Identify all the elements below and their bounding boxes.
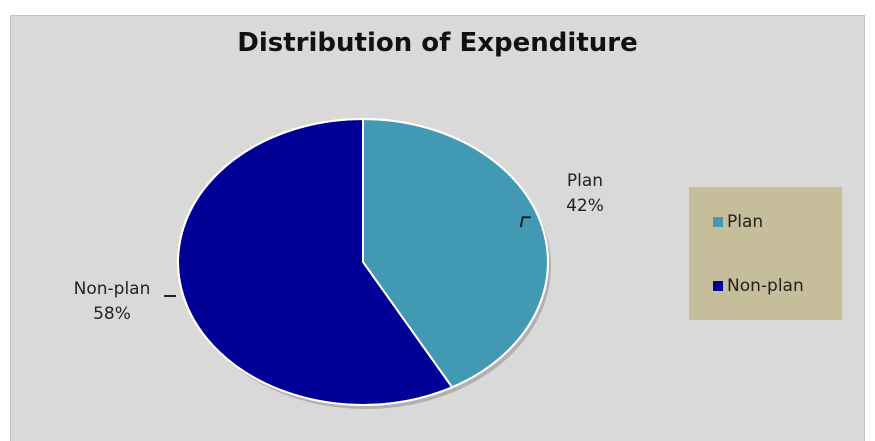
slice-percent-plan: 42% <box>566 196 604 216</box>
slice-name-non-plan: Non-plan <box>74 279 151 299</box>
slice-name-plan: Plan <box>567 171 603 191</box>
legend-swatch-plan <box>713 217 723 227</box>
leader-line-plan <box>519 216 531 228</box>
legend-label-non-plan: Non-plan <box>727 276 804 296</box>
slice-label-non-plan: Non-plan 58% <box>74 279 151 324</box>
legend-label-plan: Plan <box>727 212 764 232</box>
pie-border <box>177 118 549 406</box>
legend-item-non-plan: Non-plan <box>713 276 804 296</box>
legend-item-plan: Plan <box>713 212 763 232</box>
slice-percent-non-plan: 58% <box>93 304 131 324</box>
slice-label-plan: Plan 42% <box>566 171 604 216</box>
chart-title: Distribution of Expenditure <box>237 28 638 58</box>
legend: Plan Non-plan <box>689 187 842 320</box>
legend-swatch-non-plan <box>713 281 723 291</box>
